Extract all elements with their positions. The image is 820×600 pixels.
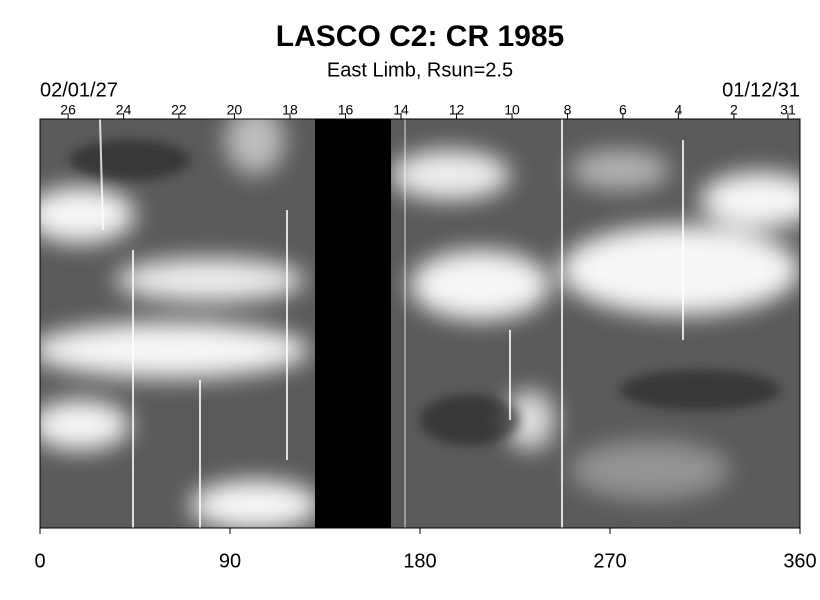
start-date-label: 02/01/27 <box>40 79 118 101</box>
x2-tick-label: 18 <box>282 102 298 118</box>
x2-tick-label: 10 <box>504 102 520 118</box>
end-date-label: 01/12/31 <box>722 79 800 101</box>
x2-tick-label: 6 <box>619 102 627 118</box>
chart-title: LASCO C2: CR 1985 <box>276 20 564 53</box>
x2-tick-label: 24 <box>116 102 132 118</box>
x2-tick-label: 4 <box>675 102 683 118</box>
chart-subtitle: East Limb, Rsun=2.5 <box>327 59 513 81</box>
x-tick-label: 0 <box>34 550 45 572</box>
x2-tick-label: 16 <box>338 102 354 118</box>
x2-tick-label: 26 <box>60 102 76 118</box>
x2-tick-label: 2 <box>730 102 738 118</box>
x-tick-label: 360 <box>783 550 816 572</box>
x2-tick-label: 31 <box>780 102 796 118</box>
x2-tick-label: 14 <box>393 102 409 118</box>
x-tick-label: 270 <box>593 550 626 572</box>
x2-tick-label: 22 <box>171 102 187 118</box>
synoptic-image <box>40 119 800 528</box>
x-tick-label: 90 <box>219 550 241 572</box>
x2-tick-label: 8 <box>564 102 572 118</box>
x-tick-label: 180 <box>403 550 436 572</box>
x2-tick-label: 12 <box>449 102 465 118</box>
x2-tick-label: 20 <box>227 102 243 118</box>
